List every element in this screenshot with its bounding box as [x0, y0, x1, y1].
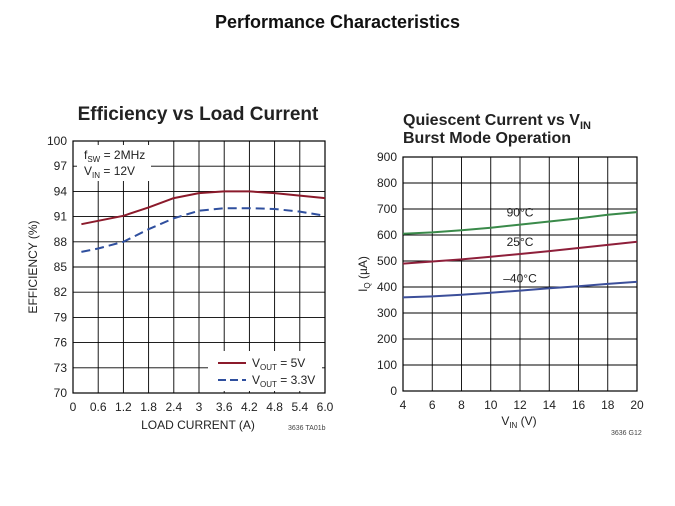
quiescent-x-tick-4: 4: [400, 398, 407, 412]
condition-vin: VIN = 12V: [84, 164, 135, 180]
quiescent-x-tick-18: 18: [601, 398, 615, 412]
legend-label-5v: VOUT = 5V: [252, 356, 305, 372]
efficiency-x-tick-2-4: 2.4: [165, 400, 182, 414]
efficiency-y-axis-label: EFFICIENCY (%): [26, 220, 40, 313]
efficiency-x-tick-1-8: 1.8: [140, 400, 157, 414]
efficiency-y-tick-70: 70: [54, 386, 68, 400]
efficiency-y-tick-79: 79: [54, 310, 68, 324]
efficiency-x-tick-0-6: 0.6: [90, 400, 107, 414]
quiescent-series-25-c: [402, 240, 638, 265]
efficiency-y-tick-85: 85: [54, 260, 68, 274]
efficiency-x-tick-0: 0: [70, 400, 77, 414]
quiescent-y-tick-400: 400: [377, 280, 397, 294]
quiescent-series-40-c: [402, 280, 638, 299]
condition-fsw: fSW = 2MHz: [84, 148, 145, 164]
quiescent-series-label-90-c: 90°C: [507, 206, 534, 220]
quiescent-x-tick-20: 20: [630, 398, 644, 412]
quiescent-y-tick-900: 900: [377, 150, 397, 164]
quiescent-x-tick-14: 14: [543, 398, 557, 412]
quiescent-y-tick-200: 200: [377, 332, 397, 346]
efficiency-y-tick-94: 94: [54, 184, 68, 198]
quiescent-series-90-c: [402, 211, 638, 235]
quiescent-y-axis-label: IQ (µA): [356, 256, 372, 292]
efficiency-legend: [208, 351, 322, 391]
efficiency-y-tick-91: 91: [54, 210, 68, 224]
efficiency-x-tick-3: 3: [196, 400, 203, 414]
efficiency-series-v-out-3-3v: [81, 207, 326, 253]
efficiency-x-tick-1-2: 1.2: [115, 400, 132, 414]
quiescent-y-tick-100: 100: [377, 358, 397, 372]
efficiency-x-tick-4-2: 4.2: [241, 400, 258, 414]
quiescent-x-tick-8: 8: [458, 398, 465, 412]
quiescent-y-tick-0: 0: [390, 384, 397, 398]
quiescent-y-tick-300: 300: [377, 306, 397, 320]
efficiency-chart-title: Efficiency vs Load Current: [78, 104, 319, 125]
efficiency-y-tick-76: 76: [54, 336, 68, 350]
quiescent-series-label-25-c: 25°C: [507, 235, 534, 249]
quiescent-y-tick-500: 500: [377, 254, 397, 268]
quiescent-y-tick-600: 600: [377, 228, 397, 242]
quiescent-y-tick-800: 800: [377, 176, 397, 190]
quiescent-x-tick-12: 12: [513, 398, 527, 412]
efficiency-y-tick-73: 73: [54, 361, 68, 375]
efficiency-figure-id: 3636 TA01b: [288, 425, 326, 432]
efficiency-y-tick-97: 97: [54, 159, 68, 173]
quiescent-x-tick-10: 10: [484, 398, 498, 412]
efficiency-x-tick-3-6: 3.6: [216, 400, 233, 414]
efficiency-x-tick-5-4: 5.4: [291, 400, 308, 414]
quiescent-chart-title-line2: Burst Mode Operation: [403, 130, 571, 147]
legend-label-3v3: VOUT = 3.3V: [252, 373, 315, 389]
quiescent-y-tick-700: 700: [377, 202, 397, 216]
slide-title: Performance Characteristics: [214, 12, 461, 32]
quiescent-x-axis-label: VIN (V): [501, 414, 536, 430]
quiescent-x-tick-16: 16: [572, 398, 586, 412]
quiescent-chart-title-line1: Quiescent Current vs VIN: [403, 112, 591, 132]
efficiency-plot-frame: [72, 140, 326, 394]
efficiency-y-tick-82: 82: [54, 285, 68, 299]
efficiency-y-tick-88: 88: [54, 235, 68, 249]
efficiency-x-axis-label: LOAD CURRENT (A): [141, 418, 255, 432]
efficiency-series-v-out-5v: [81, 190, 326, 226]
quiescent-plot-frame: [402, 156, 638, 392]
quiescent-chart: Quiescent Current vs VIN Burst Mode Oper…: [356, 112, 644, 437]
efficiency-y-tick-100: 100: [47, 134, 67, 148]
quiescent-figure-id: 3636 G12: [611, 430, 642, 437]
quiescent-series-label-40-c: –40°C: [503, 272, 537, 286]
quiescent-x-tick-6: 6: [429, 398, 436, 412]
efficiency-chart: Efficiency vs Load Current 70 73 76 79 82 85 8…: [26, 104, 334, 432]
conditions-box: [77, 145, 151, 181]
efficiency-x-tick-4-8: 4.8: [266, 400, 283, 414]
efficiency-x-tick-6-0: 6.0: [317, 400, 334, 414]
